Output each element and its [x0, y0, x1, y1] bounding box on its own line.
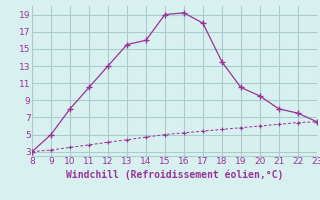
X-axis label: Windchill (Refroidissement éolien,°C): Windchill (Refroidissement éolien,°C) [66, 169, 283, 180]
